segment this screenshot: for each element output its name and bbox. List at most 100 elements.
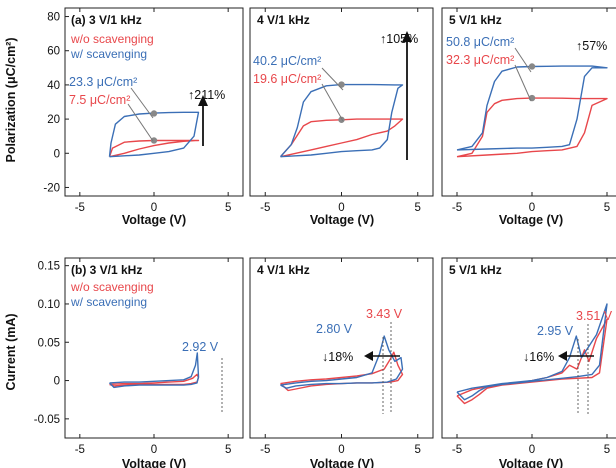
series-line-w-scavenging: [456, 65, 608, 151]
arrow-head: [364, 351, 373, 361]
x-tick-label: 0: [529, 202, 535, 214]
legend-w-scavenging: w/ scavenging: [70, 295, 147, 309]
xlabel: Voltage (V): [310, 457, 374, 468]
xlabel: Voltage (V): [122, 213, 186, 227]
x-tick-label: 5: [604, 444, 610, 456]
x-tick-label: -5: [452, 202, 462, 214]
leader-line-red: [514, 64, 532, 102]
x-tick-label: 5: [604, 202, 610, 214]
arrow-head: [558, 351, 567, 361]
panel-title: 5 V/1 kHz: [449, 263, 502, 277]
series-group: [108, 110, 200, 158]
series-line-wo-scavenging: [280, 351, 404, 392]
y-tick-label: 60: [47, 46, 60, 58]
annotation-red-value: 19.6 μC/cm²: [253, 72, 321, 86]
annotation-peak-blue: 2.80 V: [316, 322, 353, 336]
annotation-peak-red: 3.51 V: [576, 309, 613, 323]
leader-line-red: [321, 83, 344, 122]
x-tick-label: 5: [225, 202, 231, 214]
value-marker-dot: [338, 116, 345, 123]
ylabel-current: Current (mA): [4, 313, 18, 390]
x-tick-label: 0: [338, 202, 344, 214]
series-line-w-scavenging: [108, 352, 200, 389]
y-tick-label: 0.15: [38, 261, 60, 273]
x-tick-label: -5: [75, 202, 85, 214]
annotation-percent: ↑211%: [188, 88, 225, 102]
value-marker-dot: [528, 63, 536, 70]
y-tick-label: 80: [47, 12, 60, 24]
panel-title: (a) 3 V/1 kHz: [71, 13, 142, 27]
x-tick-label: 0: [151, 202, 157, 214]
ylabel-polarization: Polarization (μC/cm²): [4, 37, 18, 162]
panel-b-3v: -5 0 5 -0.05 0 0.05 0.10 0.15 (b) 3 V/1 kHz w/o…: [34, 257, 244, 468]
value-marker-dot: [338, 81, 345, 88]
value-marker-dot: [150, 137, 158, 144]
panel-title: 4 V/1 kHz: [257, 13, 310, 27]
xlabel: Voltage (V): [499, 457, 563, 468]
panel-a-4v: -5 0 5 4 V/1 kHz 40.2 μC/cm² 19.6 μC/cm² ↑…: [249, 7, 434, 227]
tick-group: -5 0 5 -20 0 20 40 60 80: [43, 8, 231, 214]
x-tick-label: -5: [260, 202, 270, 214]
legend-wo-scavenging: w/o scavenging: [70, 32, 154, 46]
series-line-w-scavenging: [280, 335, 404, 389]
plot-frame: [249, 257, 434, 439]
x-tick-label: -5: [75, 444, 85, 456]
series-group: [279, 81, 404, 158]
y-tick-label: 0.05: [38, 337, 60, 349]
leader-line-blue: [514, 47, 532, 73]
x-tick-label: -5: [452, 444, 462, 456]
panel-title: 4 V/1 kHz: [257, 263, 310, 277]
annotation-percent: ↓18%: [322, 350, 353, 364]
annotation-blue-value: 50.8 μC/cm²: [446, 35, 514, 49]
annotation-blue-value: 40.2 μC/cm²: [253, 54, 321, 68]
arrow-head: [402, 31, 412, 42]
arrow-head: [198, 95, 208, 106]
series-line-wo-scavenging: [279, 118, 404, 158]
leader-line-red: [127, 103, 154, 142]
y-tick-label: 0: [54, 148, 60, 160]
y-tick-label: 40: [47, 80, 60, 92]
series-group: [456, 63, 608, 158]
panel-title: 5 V/1 kHz: [449, 13, 502, 27]
y-tick-label: 20: [47, 114, 60, 126]
series-line-wo-scavenging: [456, 97, 608, 158]
legend-wo-scavenging: w/o scavenging: [70, 280, 154, 294]
series-line-wo-scavenging: [108, 139, 200, 158]
series-line-w-scavenging: [108, 111, 200, 158]
tick-group: -5 0 5: [260, 8, 421, 214]
y-tick-label: -20: [43, 182, 60, 194]
annotation-percent: ↑105%: [380, 32, 418, 46]
tick-group: -5 0 5: [452, 258, 610, 456]
x-tick-label: -5: [260, 444, 270, 456]
tick-group: -5 0 5: [452, 8, 610, 214]
leader-line-blue: [130, 87, 154, 119]
leader-line-blue: [321, 67, 344, 91]
series-line-w-scavenging: [456, 303, 608, 401]
annotation-peak-blue: 2.95 V: [537, 324, 574, 338]
x-tick-label: 5: [415, 202, 421, 214]
panel-title: (b) 3 V/1 kHz: [71, 263, 142, 277]
series-line-w-scavenging: [279, 83, 404, 158]
xlabel: Voltage (V): [499, 213, 563, 227]
annotation-percent: ↓16%: [523, 350, 554, 364]
x-tick-label: 0: [338, 444, 344, 456]
series-group: [280, 335, 404, 392]
annotation-red-value: 32.3 μC/cm²: [446, 53, 514, 67]
x-tick-label: 5: [415, 444, 421, 456]
value-marker-dot: [150, 110, 158, 117]
panel-a-5v: -5 0 5 5 V/1 kHz 50.8 μC/cm² 32.3 μC/cm² ↑…: [441, 7, 616, 227]
annotation-blue-value: 23.3 μC/cm²: [69, 75, 137, 89]
xlabel: Voltage (V): [122, 457, 186, 468]
x-tick-label: 5: [225, 444, 231, 456]
x-tick-label: 0: [529, 444, 535, 456]
x-tick-label: 0: [151, 444, 157, 456]
series-line-wo-scavenging: [109, 373, 200, 387]
annotation-percent: ↑57%: [576, 39, 607, 53]
plot-frame: [441, 257, 616, 439]
panel-a-3v: -5 0 5 -20 0 20 40 60 80 (a) 3 V/1 kHz w/o scave…: [43, 7, 244, 227]
xlabel: Voltage (V): [310, 213, 374, 227]
y-tick-label: 0.10: [38, 299, 60, 311]
annotation-peak-blue: 2.92 V: [182, 340, 219, 354]
legend-w-scavenging: w/ scavenging: [70, 47, 147, 61]
